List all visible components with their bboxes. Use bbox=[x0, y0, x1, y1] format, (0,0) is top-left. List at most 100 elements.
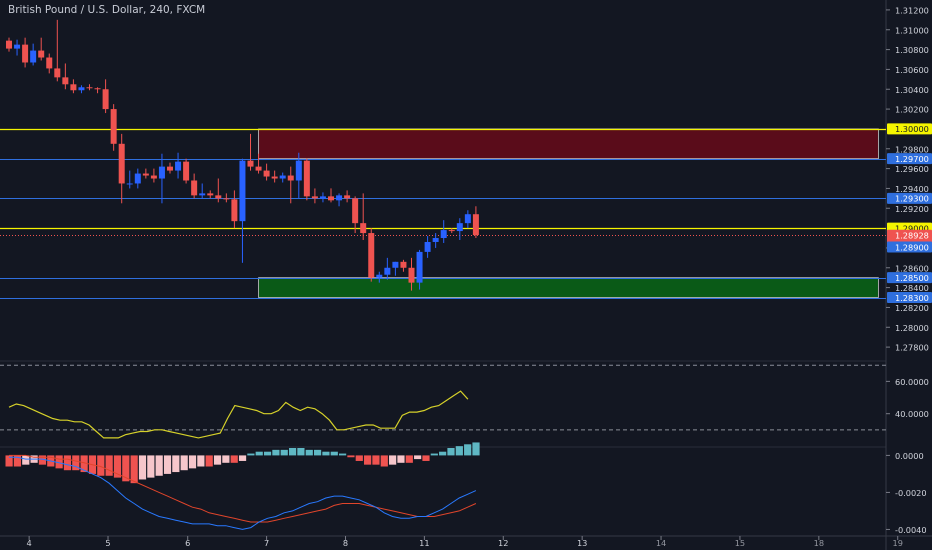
candle-body bbox=[215, 195, 222, 199]
candle-body bbox=[70, 84, 77, 91]
candle-body bbox=[279, 175, 286, 179]
candle bbox=[247, 133, 254, 171]
candle-body bbox=[416, 251, 423, 283]
histogram-bar bbox=[263, 451, 272, 456]
candle-body bbox=[400, 261, 407, 268]
candle bbox=[78, 85, 85, 94]
histogram-bar bbox=[163, 455, 172, 474]
histogram-bar bbox=[188, 455, 197, 469]
candle-body bbox=[142, 173, 149, 176]
candle-body bbox=[118, 143, 125, 184]
histogram-bar bbox=[330, 451, 338, 456]
histogram-bar bbox=[155, 455, 163, 476]
candle bbox=[70, 79, 77, 94]
histogram-bar bbox=[364, 455, 372, 465]
candle bbox=[392, 261, 399, 276]
candlestick-series bbox=[6, 19, 479, 291]
time-tick-label: 13 bbox=[577, 538, 587, 548]
histogram-bar bbox=[80, 455, 88, 473]
price-tick-label: 1.30400 bbox=[895, 85, 929, 95]
price-tick-label: 1.29600 bbox=[895, 164, 929, 174]
histogram-bar bbox=[355, 455, 363, 461]
histogram-bar bbox=[464, 444, 472, 456]
candle bbox=[432, 233, 439, 248]
candle-body bbox=[440, 230, 447, 239]
histogram-bar bbox=[422, 455, 430, 461]
candle-body bbox=[384, 267, 391, 275]
histogram-bar bbox=[405, 455, 413, 463]
candle-body bbox=[223, 198, 230, 200]
candle-body bbox=[472, 214, 479, 236]
candle bbox=[287, 166, 294, 204]
histogram-bar bbox=[414, 455, 422, 460]
price-tick-label: 1.31200 bbox=[895, 5, 929, 15]
candle-body bbox=[319, 196, 326, 199]
histogram-bar bbox=[455, 446, 463, 456]
histogram-bar bbox=[22, 455, 30, 465]
candle bbox=[6, 37, 12, 52]
price-tick-label: 1.31000 bbox=[895, 25, 929, 35]
candle bbox=[344, 190, 351, 203]
time-tick-label: 12 bbox=[498, 538, 508, 548]
candle bbox=[263, 163, 270, 181]
last-price-label: 1.28928 bbox=[895, 231, 929, 241]
price-tick-label: 1.27800 bbox=[895, 343, 929, 353]
candle-body bbox=[175, 161, 182, 171]
histogram-bar bbox=[63, 455, 72, 471]
candle bbox=[464, 210, 471, 229]
candle-body bbox=[448, 230, 455, 232]
candle-body bbox=[199, 193, 206, 196]
candle bbox=[183, 158, 190, 184]
level-label-bg bbox=[887, 123, 932, 135]
candle-body bbox=[408, 267, 415, 283]
candle-body bbox=[263, 170, 270, 177]
candle-body bbox=[239, 160, 246, 222]
price-tick-label: 1.30600 bbox=[895, 65, 929, 75]
candle bbox=[376, 271, 383, 283]
candle-body bbox=[271, 176, 278, 179]
histogram-bar bbox=[72, 455, 80, 471]
candle-body bbox=[38, 50, 45, 58]
candle-body bbox=[110, 109, 117, 144]
candle bbox=[54, 19, 61, 82]
histogram-bar bbox=[430, 453, 438, 456]
candle bbox=[384, 257, 391, 280]
price-tick-label: 1.29200 bbox=[895, 204, 929, 214]
candle-body bbox=[158, 166, 165, 179]
candle-body bbox=[336, 195, 343, 201]
histogram-bar bbox=[372, 455, 380, 465]
candle bbox=[94, 87, 101, 94]
macd-tick-label: -0.0020 bbox=[895, 488, 927, 498]
candle-body bbox=[456, 223, 463, 232]
candle bbox=[416, 249, 423, 290]
histogram-bar bbox=[347, 455, 355, 458]
level-label-bg bbox=[887, 292, 932, 304]
candle bbox=[110, 104, 117, 151]
price-tick-label: 1.28000 bbox=[895, 323, 929, 333]
histogram-bar bbox=[180, 455, 188, 471]
candle-body bbox=[287, 175, 294, 181]
histogram-bar bbox=[147, 455, 155, 478]
crosshair-price-bg bbox=[887, 241, 932, 253]
histogram-bar bbox=[55, 455, 63, 469]
candle bbox=[207, 190, 214, 199]
candle bbox=[158, 153, 165, 204]
macd-line bbox=[9, 456, 477, 530]
candle bbox=[448, 228, 455, 234]
candle bbox=[368, 228, 375, 282]
level-label-bg bbox=[887, 272, 932, 284]
candle bbox=[191, 173, 198, 199]
level-label-bg bbox=[887, 192, 932, 204]
candle bbox=[38, 37, 45, 61]
candle-body bbox=[134, 173, 141, 184]
histogram-bar bbox=[5, 455, 13, 467]
time-tick-label: 4 bbox=[27, 538, 32, 548]
price-tick-label: 1.30800 bbox=[895, 45, 929, 55]
candle-body bbox=[46, 57, 53, 69]
symbol-title: British Pound / U.S. Dollar, 240, FXCM bbox=[8, 4, 206, 16]
histogram-bar bbox=[389, 455, 397, 465]
price-tick-label: 1.28400 bbox=[895, 283, 929, 293]
candle bbox=[199, 183, 206, 199]
level-label: 1.29300 bbox=[895, 194, 929, 204]
